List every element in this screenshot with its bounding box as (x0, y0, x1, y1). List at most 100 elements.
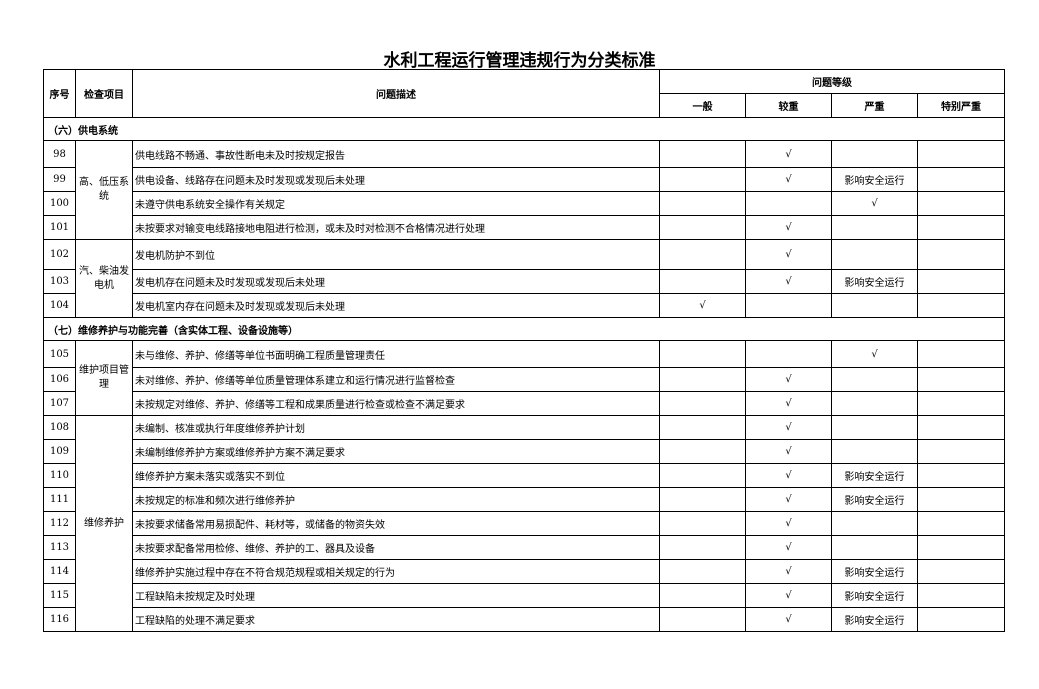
section-title: （七）维修养护与功能完善（含实体工程、设备设施等） (43, 317, 1005, 341)
level-cell (659, 269, 746, 294)
header-desc: 问题描述 (132, 69, 660, 118)
check-item-cell: 汽、柴油发电机 (75, 239, 133, 318)
seq-cell: 112 (43, 511, 76, 536)
level-cell (659, 559, 746, 584)
seq-cell: 102 (43, 239, 76, 270)
table-row: 116 工程缺陷的处理不满足要求 √ 影响安全运行 (43, 607, 1005, 632)
seq-cell: 107 (43, 391, 76, 416)
table-row: 104 发电机室内存在问题未及时发现或发现后未处理 √ (43, 293, 1005, 318)
level-cell (917, 191, 1005, 216)
seq-cell: 99 (43, 167, 76, 192)
level-cell (917, 167, 1005, 192)
description-cell: 维修养护实施过程中存在不符合规范规程或相关规定的行为 (132, 559, 660, 584)
check-item-cell: 维护项目管理 (75, 340, 133, 416)
level-cell: √ (745, 463, 832, 488)
description-cell: 未编制、核准或执行年度维修养护计划 (132, 415, 660, 440)
level-cell (917, 391, 1005, 416)
level-cell (659, 191, 746, 216)
level-cell: √ (745, 140, 832, 168)
level-cell (659, 140, 746, 168)
level-cell (831, 439, 918, 464)
level-cell (917, 215, 1005, 240)
table-row: 110 维修养护方案未落实或落实不到位 √ 影响安全运行 (43, 463, 1005, 488)
level-cell (917, 559, 1005, 584)
level-cell (917, 340, 1005, 368)
table-row: 107 未按规定对维修、养护、修缮等工程和成果质量进行检查或检查不满足要求 √ (43, 391, 1005, 416)
table-row: 112 未按要求储备常用易损配件、耗材等，或储备的物资失效 √ (43, 511, 1005, 536)
level-cell (659, 535, 746, 560)
level-cell (917, 535, 1005, 560)
description-cell: 维修养护方案未落实或落实不到位 (132, 463, 660, 488)
description-cell: 工程缺陷的处理不满足要求 (132, 607, 660, 632)
seq-cell: 105 (43, 340, 76, 368)
level-cell (831, 367, 918, 392)
seq-cell: 106 (43, 367, 76, 392)
table-row: 115 工程缺陷未按规定及时处理 √ 影响安全运行 (43, 583, 1005, 608)
description-cell: 供电设备、线路存在问题未及时发现或发现后未处理 (132, 167, 660, 192)
table-row: 114 维修养护实施过程中存在不符合规范规程或相关规定的行为 √ 影响安全运行 (43, 559, 1005, 584)
level-cell: √ (745, 439, 832, 464)
table-row: 113 未按要求配备常用检修、维修、养护的工、器具及设备 √ (43, 535, 1005, 560)
level-cell: √ (831, 191, 918, 216)
description-cell: 未按规定对维修、养护、修缮等工程和成果质量进行检查或检查不满足要求 (132, 391, 660, 416)
seq-cell: 108 (43, 415, 76, 440)
level-cell: √ (745, 167, 832, 192)
header-level-extreme: 特别严重 (917, 93, 1005, 118)
level-cell: 影响安全运行 (831, 463, 918, 488)
header-level-general: 一般 (659, 93, 746, 118)
header-level: 问题等级 (659, 69, 1005, 94)
description-cell: 未按规定的标准和频次进行维修养护 (132, 487, 660, 512)
level-cell (659, 215, 746, 240)
level-cell (659, 367, 746, 392)
seq-cell: 116 (43, 607, 76, 632)
level-cell (917, 293, 1005, 318)
level-cell: √ (745, 535, 832, 560)
table-row: 103 发电机存在问题未及时发现或发现后未处理 √ 影响安全运行 (43, 269, 1005, 294)
header-seq: 序号 (43, 69, 76, 118)
seq-cell: 109 (43, 439, 76, 464)
level-cell (831, 215, 918, 240)
table-row: 101 未按要求对输变电线路接地电阻进行检测，或未及时对检测不合格情况进行处理 √ (43, 215, 1005, 240)
level-cell: 影响安全运行 (831, 607, 918, 632)
description-cell: 发电机存在问题未及时发现或发现后未处理 (132, 269, 660, 294)
check-item-cell: 维修养护 (75, 415, 133, 632)
level-cell: √ (659, 293, 746, 318)
level-cell (831, 511, 918, 536)
level-cell (917, 239, 1005, 270)
level-cell (659, 239, 746, 270)
level-cell (917, 487, 1005, 512)
level-cell (659, 439, 746, 464)
level-cell (917, 367, 1005, 392)
level-cell: √ (745, 415, 832, 440)
level-cell: √ (745, 511, 832, 536)
description-cell: 未按要求储备常用易损配件、耗材等，或储备的物资失效 (132, 511, 660, 536)
level-cell (917, 511, 1005, 536)
level-cell: 影响安全运行 (831, 167, 918, 192)
level-cell (831, 391, 918, 416)
level-cell: √ (745, 269, 832, 294)
level-cell: √ (745, 559, 832, 584)
header-level-serious: 较重 (745, 93, 832, 118)
level-cell: √ (745, 607, 832, 632)
description-cell: 未按要求配备常用检修、维修、养护的工、器具及设备 (132, 535, 660, 560)
level-cell (831, 415, 918, 440)
table-row: 109 未编制维修养护方案或维修养护方案不满足要求 √ (43, 439, 1005, 464)
level-cell: 影响安全运行 (831, 487, 918, 512)
seq-cell: 113 (43, 535, 76, 560)
header-item: 检查项目 (75, 69, 133, 118)
level-cell (831, 239, 918, 270)
level-cell: √ (831, 340, 918, 368)
classification-table: 序号 检查项目 问题描述 问题等级 一般 较重 严重 特别严重 （六）供电系统 9… (43, 69, 1005, 632)
level-cell (659, 340, 746, 368)
level-cell: 影响安全运行 (831, 269, 918, 294)
seq-cell: 101 (43, 215, 76, 240)
seq-cell: 104 (43, 293, 76, 318)
description-cell: 发电机防护不到位 (132, 239, 660, 270)
table-row: 111 未按规定的标准和频次进行维修养护 √ 影响安全运行 (43, 487, 1005, 512)
seq-cell: 98 (43, 140, 76, 168)
level-cell (659, 511, 746, 536)
seq-cell: 114 (43, 559, 76, 584)
level-cell: √ (745, 583, 832, 608)
level-cell (917, 415, 1005, 440)
description-cell: 供电线路不畅通、事故性断电未及时按规定报告 (132, 140, 660, 168)
